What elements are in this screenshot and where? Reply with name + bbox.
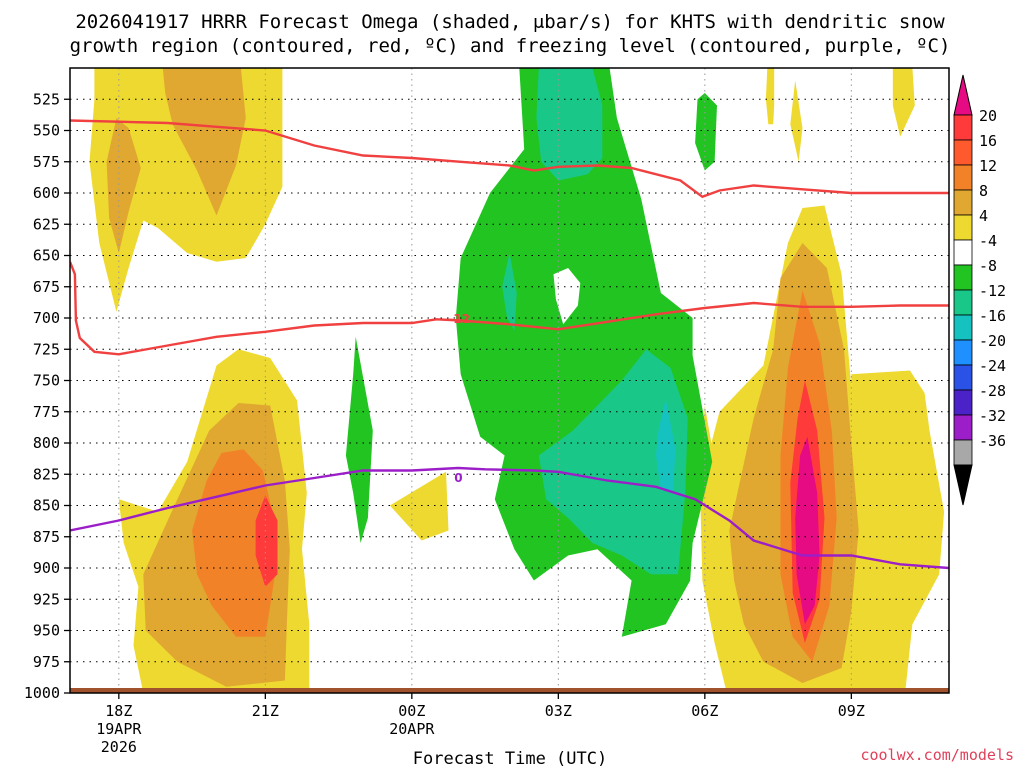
shade-upward-yellow-right-top-1	[765, 68, 775, 125]
y-tick-label-550: 550	[33, 122, 60, 140]
shade-downward-teal-lower	[538, 349, 688, 575]
contours: -12 0	[70, 119, 949, 570]
colorbar-swatch-0	[953, 114, 973, 141]
y-tick-label-900: 900	[33, 559, 60, 577]
y-tick-label-750: 750	[33, 372, 60, 390]
colorbar-swatch-1	[953, 139, 973, 166]
y-tick-label-950: 950	[33, 622, 60, 640]
colorbar-label-5: -4	[979, 232, 997, 250]
shade-downward-teal-mid	[502, 253, 517, 331]
chart-title-line1: 2026041917 HRRR Forecast Omega (shaded, …	[75, 11, 945, 33]
shade-upward-magenta-right	[795, 436, 820, 625]
y-tick-label-675: 675	[33, 278, 60, 296]
colorbar-label-3: 8	[979, 182, 988, 200]
colorbar-label-11: -28	[979, 382, 1006, 400]
colorbar-swatch-13	[953, 439, 973, 466]
colorbar-label-1: 16	[979, 132, 997, 150]
colorbar-bottom-arrow	[953, 464, 973, 506]
x-tick-label-21Z: 21Z	[252, 702, 279, 720]
colorbar-label-13: -36	[979, 432, 1006, 450]
shade-downward-teal-upper	[536, 68, 603, 181]
colorbar-swatch-12	[953, 414, 973, 441]
x-tick-label-00Z: 00Z	[398, 702, 425, 720]
shade-upward-yellow-right-top-3	[892, 68, 915, 137]
shade-upward-gold-left-small	[106, 118, 141, 253]
colorbar-swatch-7	[953, 289, 973, 316]
omega-shading	[89, 68, 945, 693]
x-tick-sublabel-18Z: 19APR	[96, 720, 142, 738]
x-tick-sublabel-00Z: 20APR	[389, 720, 435, 738]
freezing-contour-0	[70, 466, 949, 570]
colorbar-label-0: 20	[979, 107, 997, 125]
chart-title-line2: growth region (contoured, red, ºC) and f…	[70, 35, 951, 57]
colorbar-label-2: 12	[979, 157, 997, 175]
x-tick-label-06Z: 06Z	[691, 702, 718, 720]
shade-upward-gold-left-top	[162, 68, 246, 216]
y-tick-label-575: 575	[33, 153, 60, 171]
shade-downward-green-right-thin	[695, 93, 717, 171]
colorbar-label-9: -20	[979, 332, 1006, 350]
colorbar-swatch-11	[953, 389, 973, 416]
y-tick-label-725: 725	[33, 340, 60, 358]
shade-upward-red-lower-left	[255, 495, 278, 587]
x-axis-label: Forecast Time (UTC)	[413, 749, 607, 768]
colorbar-label-8: -16	[979, 307, 1006, 325]
terrain-band	[70, 688, 949, 693]
terrain	[70, 688, 949, 693]
y-tick-label-650: 650	[33, 247, 60, 265]
y-tick-label-925: 925	[33, 590, 60, 608]
shade-downward-green-thin	[345, 336, 373, 543]
colorbar-label-7: -12	[979, 282, 1006, 300]
colorbar-swatch-3	[953, 189, 973, 216]
freezing-contour-label: 0	[454, 471, 462, 485]
y-tick-label-800: 800	[33, 434, 60, 452]
y-tick-label-1000: 1000	[24, 684, 60, 702]
colorbar-label-4: 4	[979, 207, 988, 225]
dgz-contour-label: -12	[448, 312, 470, 326]
y-tick-label-850: 850	[33, 497, 60, 515]
x-tick-label-03Z: 03Z	[545, 702, 572, 720]
colorbar-swatch-8	[953, 314, 973, 341]
credit-text: coolwx.com/models	[860, 746, 1014, 764]
colorbar-label-12: -32	[979, 407, 1006, 425]
colorbar-top-arrow	[953, 74, 973, 116]
dgz-contour-0	[70, 119, 949, 199]
x-tick-year-18Z: 2026	[101, 738, 137, 756]
colorbar: 20 16 12 8 4 -4 -8 -12 -16 -20 -24 -28 -32 -36	[953, 74, 1006, 506]
shade-upward-yellow-mid-small	[389, 471, 449, 541]
y-tick-label-775: 775	[33, 403, 60, 421]
colorbar-swatch-6	[953, 264, 973, 291]
x-tick-label-18Z: 18Z	[105, 702, 132, 720]
colorbar-swatch-2	[953, 164, 973, 191]
y-tick-label-875: 875	[33, 528, 60, 546]
shade-upward-yellow-right-top-2	[790, 80, 803, 162]
y-tick-label-975: 975	[33, 653, 60, 671]
y-tick-label-700: 700	[33, 309, 60, 327]
y-tick-label-625: 625	[33, 215, 60, 233]
x-tick-label-09Z: 09Z	[838, 702, 865, 720]
shade-upward-orange-lower-left	[192, 449, 276, 637]
y-tick-label-525: 525	[33, 90, 60, 108]
colorbar-swatch-4	[953, 214, 973, 241]
dgz-contour-1	[70, 261, 949, 356]
colorbar-swatch-10	[953, 364, 973, 391]
y-tick-label-600: 600	[33, 184, 60, 202]
shade-calm-white-hole	[553, 268, 581, 325]
y-axis: 525 550 575 600 625 650 675 700 725 750 775 800 825 8…	[24, 90, 70, 702]
shade-downward-cyan-lower	[656, 399, 676, 491]
colorbar-label-10: -24	[979, 357, 1006, 375]
y-tick-label-825: 825	[33, 465, 60, 483]
colorbar-label-6: -8	[979, 257, 997, 275]
colorbar-swatch-5	[953, 239, 973, 266]
colorbar-swatch-9	[953, 339, 973, 366]
